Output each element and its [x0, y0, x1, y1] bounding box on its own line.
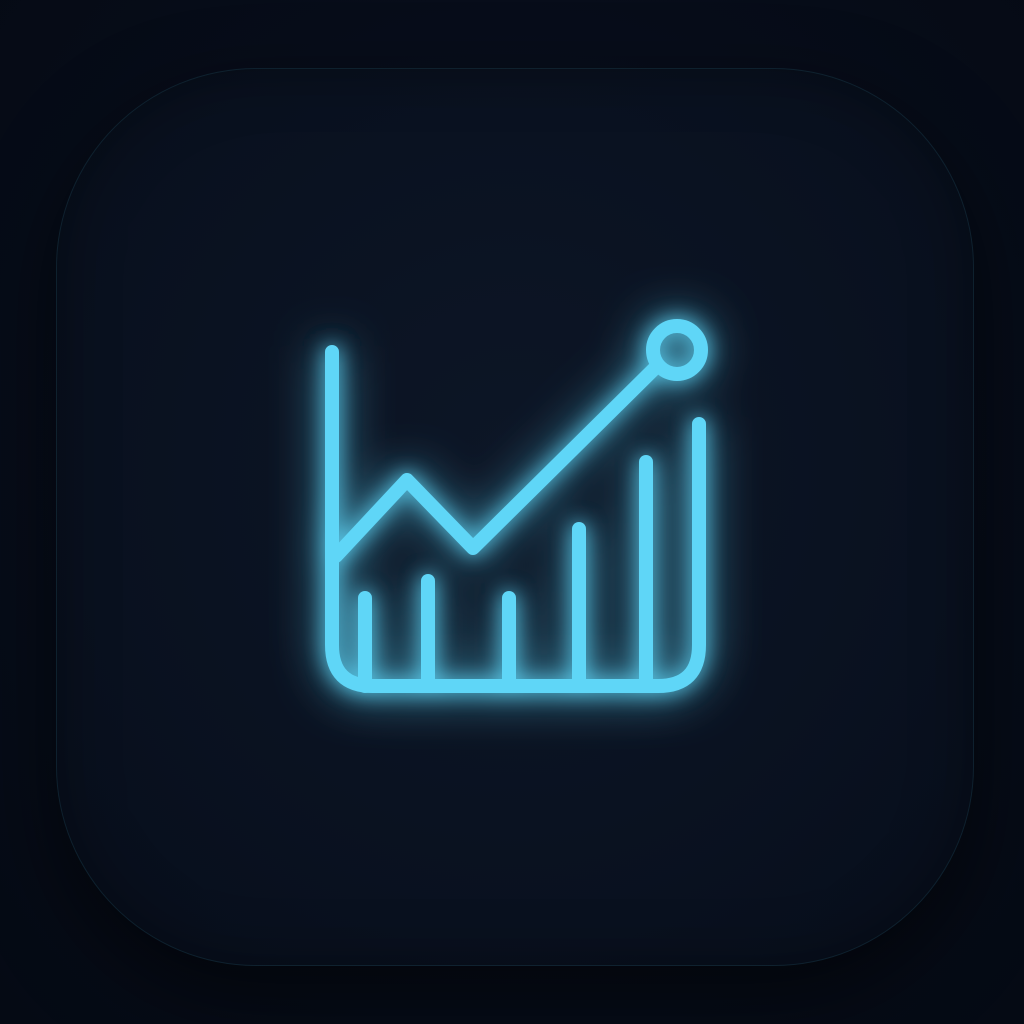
- chart-trend-endpoint: [646, 319, 708, 381]
- app-icon-tile[interactable]: [56, 68, 974, 966]
- chart-trend-line: [329, 361, 662, 563]
